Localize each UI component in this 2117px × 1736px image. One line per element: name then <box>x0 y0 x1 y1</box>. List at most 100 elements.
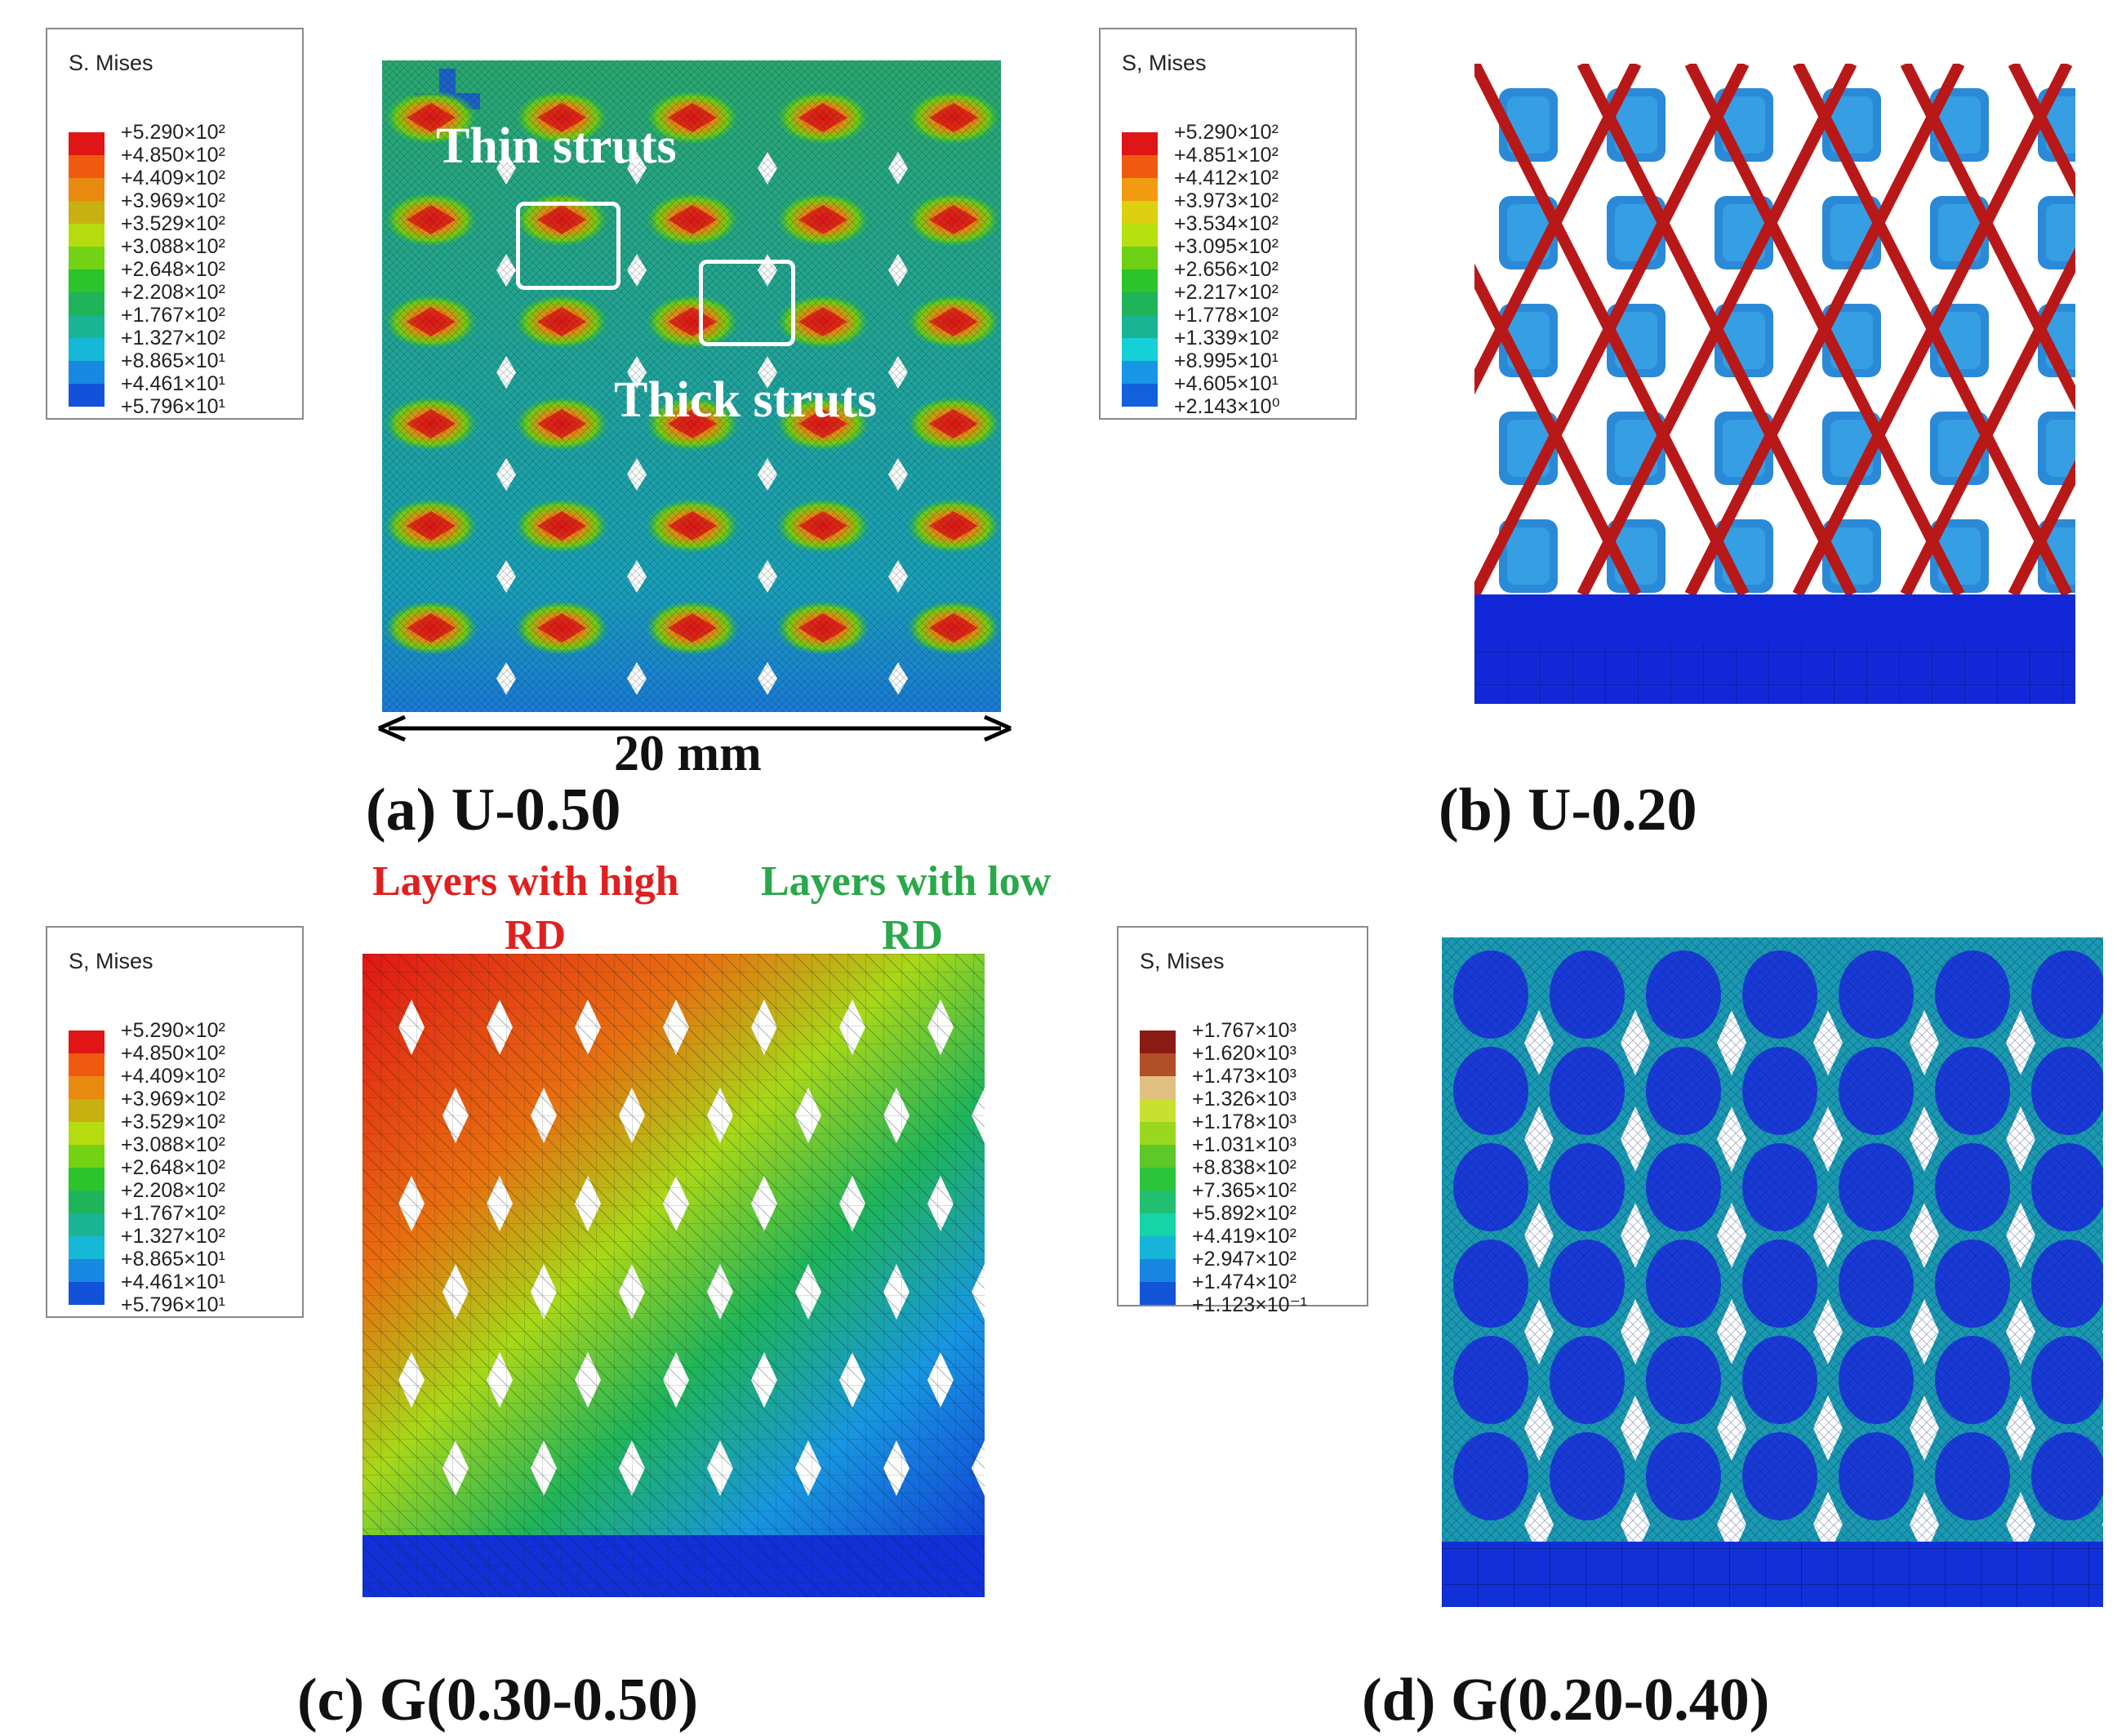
legend-d-value: +1.473×10³ <box>1192 1065 1296 1088</box>
legend-b-value: +5.290×10² <box>1174 121 1279 144</box>
legend-b-value: +2.217×10² <box>1174 281 1279 304</box>
legend-b-swatch <box>1122 132 1158 155</box>
legend-a-value: +3.529×10² <box>121 212 225 235</box>
contour-u020-svg <box>1474 64 2075 704</box>
contour-g020-040-svg <box>1442 937 2103 1607</box>
legend-c-value: +3.529×10² <box>121 1111 225 1133</box>
legend-a-swatch <box>69 247 105 269</box>
contour-plot-g030-050 <box>362 954 985 1597</box>
u020-cell-inner <box>2046 204 2075 261</box>
u020-cells <box>1499 88 2075 593</box>
legend-c-swatch <box>69 1076 105 1099</box>
legend-a-swatch <box>69 292 105 315</box>
legend-d-swatch <box>1140 1099 1176 1122</box>
legend-b: S, Mises +5.290×10² +4.851×10² +4.412×10² +… <box>1099 28 1357 420</box>
legend-a-value: +5.796×10¹ <box>121 395 225 418</box>
legend-c-value: +4.461×10¹ <box>121 1271 225 1293</box>
legend-d-value: +1.178×10³ <box>1192 1111 1296 1133</box>
legend-b-swatch <box>1122 361 1158 384</box>
legend-b-value: +2.656×10² <box>1174 258 1279 281</box>
panel-a-label: (a) U-0.50 <box>366 777 621 844</box>
legend-b-value: +2.143×10⁰ <box>1174 395 1280 418</box>
legend-c: S, Mises +5.290×10² +4.850×10² +4.409×10² +… <box>46 926 304 1318</box>
legend-d-value: +5.892×10² <box>1192 1202 1296 1225</box>
legend-d-title: S, Mises <box>1140 949 1225 973</box>
u020-strut <box>1474 64 1642 395</box>
legend-c-value: +5.290×10² <box>121 1019 225 1042</box>
legend-c-swatch <box>69 1282 105 1305</box>
legend-c-swatch <box>69 1191 105 1213</box>
legend-d-swatch <box>1140 1053 1176 1076</box>
legend-d-value: +1.031×10³ <box>1192 1133 1296 1156</box>
legend-d-value: +1.326×10³ <box>1192 1088 1296 1111</box>
legend-b-value: +4.605×10¹ <box>1174 372 1279 395</box>
legend-a-value: +1.767×10² <box>121 304 225 327</box>
legend-a-value: +5.290×10² <box>121 121 225 144</box>
contour-plot-g020-040 <box>1442 937 2103 1607</box>
legend-d-swatch <box>1140 1191 1176 1213</box>
legend-c-value: +2.208×10² <box>121 1179 225 1202</box>
legend-b-value: +3.534×10² <box>1174 212 1279 235</box>
legend-c-title: S, Mises <box>69 949 153 973</box>
legend-c-value: +3.088×10² <box>121 1133 225 1156</box>
legend-b-value: +3.095×10² <box>1174 235 1279 258</box>
legend-b-swatch <box>1122 201 1158 224</box>
legend-c-swatch <box>69 1053 105 1076</box>
thick-struts-box <box>699 260 795 346</box>
legend-c-swatch <box>69 1168 105 1191</box>
legend-b-title: S, Mises <box>1122 51 1207 75</box>
legend-b-swatch <box>1122 315 1158 338</box>
thick-struts-label: Thick struts <box>614 372 878 428</box>
contour-plot-u020 <box>1474 64 2075 704</box>
legend-c-swatch <box>69 1236 105 1259</box>
thin-struts-label: Thin struts <box>436 118 677 174</box>
legend-a-swatch <box>69 132 105 155</box>
legend-c-value: +5.796×10¹ <box>121 1293 225 1316</box>
legend-a-swatch <box>69 361 105 384</box>
legend-d-value: +1.767×10³ <box>1192 1019 1296 1042</box>
legend-a-value: +3.088×10² <box>121 235 225 258</box>
legend-d-swatch <box>1140 1236 1176 1259</box>
low-rd-label-line2: RD <box>882 912 944 959</box>
legend-c-swatch <box>69 1213 105 1236</box>
panel-d-label: (d) G(0.20-0.40) <box>1362 1667 1770 1734</box>
u020-strut <box>2008 64 2075 199</box>
contour-u050-svg <box>382 60 1001 712</box>
dimension-label: 20 mm <box>614 726 762 781</box>
legend-c-value: +4.850×10² <box>121 1042 225 1065</box>
legend-c-value: +3.969×10² <box>121 1088 225 1111</box>
legend-d-value: +1.620×10³ <box>1192 1042 1296 1065</box>
legend-c-swatch <box>69 1122 105 1145</box>
contour-g030-050-svg <box>362 954 985 1597</box>
legend-b-value: +1.778×10² <box>1174 304 1279 327</box>
legend-a-value: +1.327×10² <box>121 327 225 349</box>
legend-d-swatch <box>1140 1076 1176 1099</box>
u020-strut <box>1684 64 1965 598</box>
legend-c-swatch <box>69 1030 105 1053</box>
legend-a-value: +8.865×10¹ <box>121 349 225 372</box>
u020-cell-inner <box>2046 420 2075 477</box>
legend-a-swatch <box>69 224 105 247</box>
u020-struts <box>1474 64 2075 598</box>
legend-b-swatch <box>1122 178 1158 201</box>
legend-c-swatch <box>69 1145 105 1168</box>
legend-c-swatch <box>69 1259 105 1282</box>
legend-a-title: S. Mises <box>69 51 153 75</box>
legend-c-swatch <box>69 1099 105 1122</box>
panel-b-label: (b) U-0.20 <box>1439 777 1697 844</box>
legend-d-swatch <box>1140 1213 1176 1236</box>
u020-strut <box>1792 64 2073 598</box>
legend-b-value: +4.851×10² <box>1174 144 1279 167</box>
legend-c-value: +8.865×10¹ <box>121 1248 225 1271</box>
high-rd-label-line1: Layers with high <box>372 858 679 905</box>
legend-b-value: +8.995×10¹ <box>1174 349 1279 372</box>
legend-d-value: +7.365×10² <box>1192 1179 1296 1202</box>
legend-d-value: +8.838×10² <box>1192 1156 1296 1179</box>
low-rd-label-line1: Layers with low <box>761 858 1052 905</box>
legend-d-value: +2.947×10² <box>1192 1248 1296 1271</box>
high-rd-label-line2: RD <box>505 912 567 959</box>
legend-a-value: +2.208×10² <box>121 281 225 304</box>
legend-d-swatch <box>1140 1030 1176 1053</box>
legend-a-value: +4.850×10² <box>121 144 225 167</box>
legend-c-value: +2.648×10² <box>121 1156 225 1179</box>
